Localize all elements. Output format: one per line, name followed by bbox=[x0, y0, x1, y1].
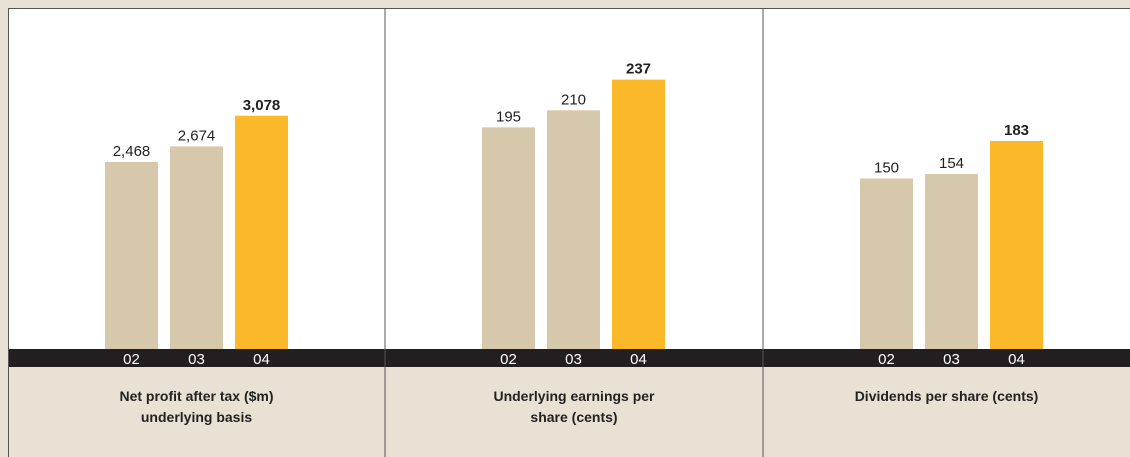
x-tick-label: 03 bbox=[188, 351, 205, 368]
bar bbox=[547, 110, 600, 349]
value-label: 3,078 bbox=[243, 97, 281, 114]
bar bbox=[235, 115, 288, 349]
x-tick-label: 03 bbox=[943, 351, 960, 368]
value-label: 154 bbox=[939, 155, 964, 172]
bar bbox=[482, 127, 535, 349]
bar bbox=[612, 79, 665, 350]
bar bbox=[170, 146, 223, 349]
x-tick-label: 02 bbox=[123, 351, 140, 368]
axis-band bbox=[385, 349, 763, 367]
bar bbox=[990, 140, 1043, 349]
value-label: 2,674 bbox=[178, 127, 216, 144]
x-tick-label: 04 bbox=[253, 351, 270, 368]
bar bbox=[925, 173, 978, 349]
bar bbox=[105, 161, 158, 349]
x-tick-label: 04 bbox=[630, 351, 647, 368]
chart-title: Dividends per share (cents) bbox=[854, 388, 1039, 404]
axis-band bbox=[763, 349, 1130, 367]
value-label: 2,468 bbox=[113, 143, 151, 160]
value-label: 237 bbox=[626, 61, 651, 78]
value-label: 150 bbox=[874, 160, 899, 177]
chart-title: Underlying earnings per share (cents) bbox=[493, 388, 655, 425]
x-tick-label: 02 bbox=[500, 351, 517, 368]
x-tick-label: 02 bbox=[878, 351, 895, 368]
value-label: 210 bbox=[561, 91, 586, 108]
chart-title: Net profit after tax ($m) underlying bas… bbox=[119, 388, 274, 425]
axis-band bbox=[8, 349, 385, 367]
value-label: 183 bbox=[1004, 122, 1029, 139]
value-label: 195 bbox=[496, 108, 521, 125]
x-tick-label: 03 bbox=[565, 351, 582, 368]
x-tick-label: 04 bbox=[1008, 351, 1025, 368]
bar bbox=[860, 178, 913, 349]
